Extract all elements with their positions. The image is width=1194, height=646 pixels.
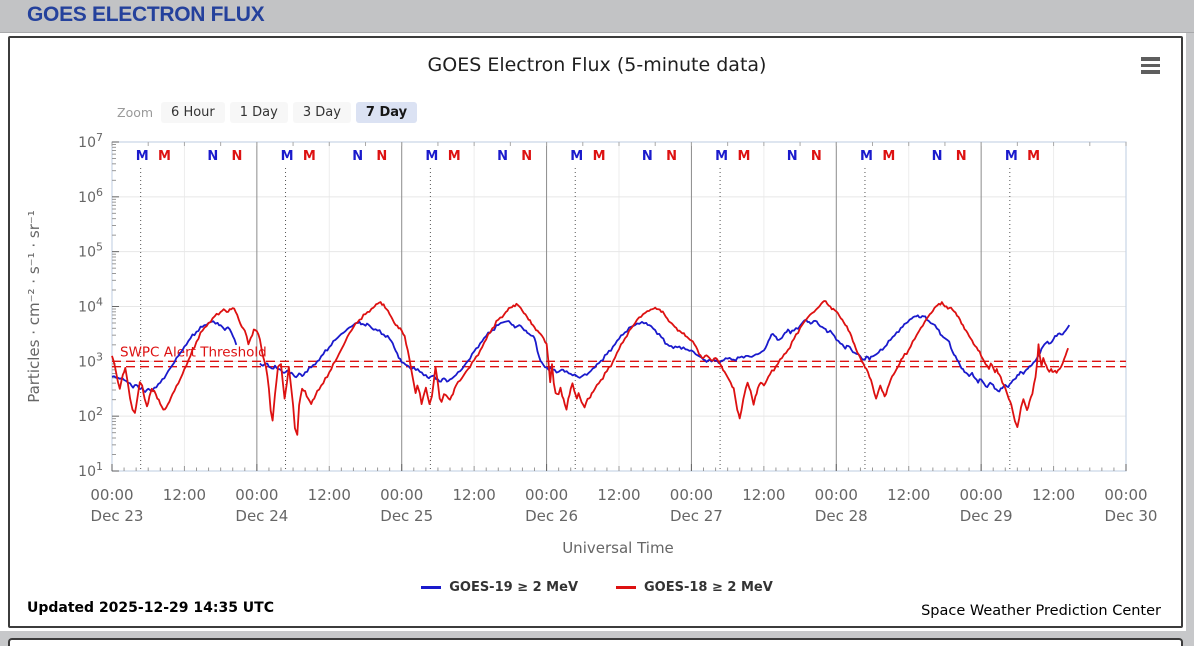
svg-text:00:00: 00:00 xyxy=(815,486,858,504)
svg-text:Dec 27: Dec 27 xyxy=(670,507,723,525)
svg-text:12:00: 12:00 xyxy=(308,486,351,504)
goes18-midnight-marker: M xyxy=(737,149,750,164)
legend-item-goes-19[interactable]: GOES-19 ≥ 2 MeV xyxy=(421,580,578,595)
svg-text:101: 101 xyxy=(78,460,103,480)
goes19-midnight-marker: M xyxy=(860,149,873,164)
svg-text:106: 106 xyxy=(78,186,103,206)
goes18-noon-marker: N xyxy=(956,149,967,164)
satellite-markers: M M M M M M M M M M M M M MN N N N N N N N N N N N xyxy=(136,149,1040,164)
svg-text:Dec 28: Dec 28 xyxy=(815,507,868,525)
zoom-button-6-hour[interactable]: 6 Hour xyxy=(161,102,225,123)
svg-text:12:00: 12:00 xyxy=(163,486,206,504)
svg-text:103: 103 xyxy=(78,350,103,370)
legend-label-goes-18: GOES-18 ≥ 2 MeV xyxy=(644,580,773,595)
goes18-midnight-marker: M xyxy=(882,149,895,164)
alert-threshold-label: SWPC Alert Threshold xyxy=(120,344,267,360)
svg-text:Dec 25: Dec 25 xyxy=(380,507,433,525)
goes18-midnight-marker: M xyxy=(448,149,461,164)
chart-legend: GOES-19 ≥ 2 MeV GOES-18 ≥ 2 MeV xyxy=(0,580,1194,595)
goes19-midnight-marker: M xyxy=(570,149,583,164)
zoom-button-3-day[interactable]: 3 Day xyxy=(292,102,351,123)
svg-text:12:00: 12:00 xyxy=(887,486,930,504)
page-header: GOES ELECTRON FLUX xyxy=(0,0,1194,33)
goes18-midnight-marker: M xyxy=(1027,149,1040,164)
flux-chart-canvas[interactable]: 00:00 Dec 23 12:00 00:00 Dec 24 12:00 00:00 Dec… xyxy=(10,38,1181,626)
svg-text:105: 105 xyxy=(78,241,103,261)
goes19-midnight-marker: M xyxy=(136,149,149,164)
goes18-noon-marker: N xyxy=(231,149,242,164)
goes18-midnight-marker: M xyxy=(158,149,171,164)
x-axis-ticks xyxy=(111,142,1127,471)
goes18-noon-marker: N xyxy=(521,149,532,164)
svg-text:00:00: 00:00 xyxy=(90,486,133,504)
legend-item-goes-18[interactable]: GOES-18 ≥ 2 MeV xyxy=(616,580,773,595)
zoom-button-7-day[interactable]: 7 Day xyxy=(355,102,418,123)
goes19-noon-marker: N xyxy=(352,149,363,164)
updated-timestamp: Updated 2025-12-29 14:35 UTC xyxy=(27,600,274,616)
svg-text:Dec 29: Dec 29 xyxy=(960,507,1013,525)
svg-text:Dec 26: Dec 26 xyxy=(525,507,578,525)
series-line-goes-19 xyxy=(259,314,1071,393)
svg-text:00:00: 00:00 xyxy=(380,486,423,504)
series-line-goes-19 xyxy=(111,320,238,393)
goes19-midnight-marker: M xyxy=(715,149,728,164)
goes-19-line-swatch xyxy=(421,586,442,589)
goes18-noon-marker: N xyxy=(376,149,387,164)
hamburger-bar xyxy=(1141,63,1160,68)
goes19-midnight-marker: M xyxy=(425,149,438,164)
chart-title: GOES Electron Flux (5-minute data) xyxy=(427,54,767,76)
svg-text:12:00: 12:00 xyxy=(1032,486,1075,504)
page-right-margin xyxy=(1186,33,1194,646)
svg-text:00:00: 00:00 xyxy=(235,486,278,504)
svg-text:12:00: 12:00 xyxy=(742,486,785,504)
goes19-noon-marker: N xyxy=(207,149,218,164)
zoom-button-1-day[interactable]: 1 Day xyxy=(229,102,288,123)
svg-text:102: 102 xyxy=(78,405,103,425)
zoom-label: Zoom xyxy=(117,105,154,120)
goes19-noon-marker: N xyxy=(497,149,508,164)
svg-text:104: 104 xyxy=(78,296,103,316)
goes19-noon-marker: N xyxy=(642,149,653,164)
svg-text:Dec 30: Dec 30 xyxy=(1105,507,1158,525)
goes19-midnight-marker: M xyxy=(1005,149,1018,164)
goes19-noon-marker: N xyxy=(932,149,943,164)
goes19-noon-marker: N xyxy=(787,149,798,164)
svg-text:00:00: 00:00 xyxy=(670,486,713,504)
attribution-text: Space Weather Prediction Center xyxy=(921,603,1161,619)
svg-text:00:00: 00:00 xyxy=(525,486,568,504)
x-axis-title: Universal Time xyxy=(562,539,674,557)
hamburger-menu-icon[interactable] xyxy=(1141,57,1165,79)
page-title: GOES ELECTRON FLUX xyxy=(27,3,265,26)
goes18-noon-marker: N xyxy=(811,149,822,164)
electron-flux-chart-panel: 00:00 Dec 23 12:00 00:00 Dec 24 12:00 00:00 Dec… xyxy=(8,36,1183,628)
svg-text:12:00: 12:00 xyxy=(453,486,496,504)
y-axis-ticks xyxy=(112,141,119,472)
goes18-midnight-marker: M xyxy=(303,149,316,164)
zoom-controls: Zoom 6 Hour 1 Day 3 Day 7 Day xyxy=(117,102,418,123)
svg-text:Dec 24: Dec 24 xyxy=(235,507,288,525)
legend-label-goes-19: GOES-19 ≥ 2 MeV xyxy=(449,580,578,595)
goes-18-line-swatch xyxy=(616,586,636,589)
svg-text:Dec 23: Dec 23 xyxy=(91,507,144,525)
dotted-midnight-lines xyxy=(140,168,1011,471)
next-panel-top-edge xyxy=(8,638,1183,646)
y-axis-labels: 101 102 103 104 105 106 107 xyxy=(78,131,103,480)
hamburger-bar xyxy=(1141,57,1160,61)
x-axis-labels: 00:00 Dec 23 12:00 00:00 Dec 24 12:00 00:00 Dec… xyxy=(90,486,1157,525)
y-axis-title: Particles · cm⁻² · s⁻¹ · sr⁻¹ xyxy=(25,210,43,403)
day-boundary-lines xyxy=(256,142,982,471)
svg-text:00:00: 00:00 xyxy=(960,486,1003,504)
goes18-midnight-marker: M xyxy=(593,149,606,164)
hamburger-bar xyxy=(1141,70,1160,74)
goes18-noon-marker: N xyxy=(666,149,677,164)
goes19-midnight-marker: M xyxy=(281,149,294,164)
svg-text:107: 107 xyxy=(78,131,103,151)
series-line-goes-18 xyxy=(111,300,1069,436)
svg-text:12:00: 12:00 xyxy=(597,486,640,504)
svg-text:00:00: 00:00 xyxy=(1104,486,1147,504)
